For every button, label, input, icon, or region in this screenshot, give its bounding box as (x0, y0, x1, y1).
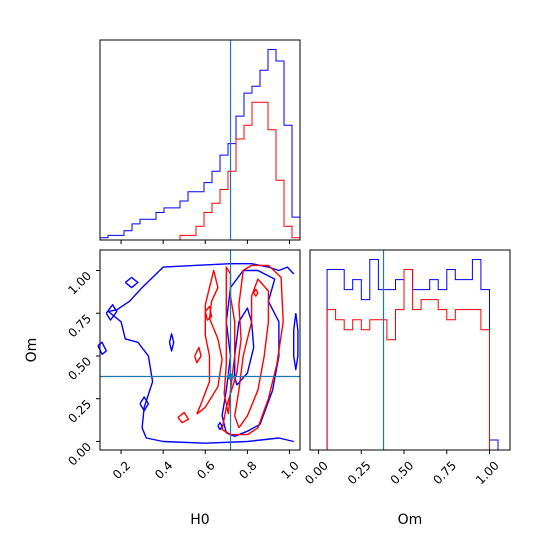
contour-xtick-label-0: 0.2 (110, 458, 133, 481)
hist-om-xtick-label-0: 0.00 (302, 458, 331, 487)
hist-H0-series-0 (99, 49, 301, 240)
contour-blue-3 (234, 307, 255, 386)
contour-red-2 (223, 266, 236, 415)
hist-H0-series-1 (100, 101, 301, 241)
hist-om-xtick-label-2: 0.50 (388, 458, 417, 487)
contour-red-3 (196, 269, 223, 415)
contour-blue-10 (293, 313, 299, 371)
contour-blue-4 (105, 304, 118, 321)
contour-blue-6 (124, 276, 139, 289)
truth-marker (227, 373, 234, 380)
xlabel-om: Om (398, 512, 423, 528)
hist-h0-frame (99, 39, 301, 241)
contour-xtick-label-1: 0.4 (152, 458, 175, 481)
contour-ytick-label-3: 0.75 (65, 311, 94, 340)
contour-blue-9 (217, 421, 223, 431)
hist-om-xtick-label-3: 0.75 (430, 458, 459, 487)
contour-red-0 (221, 264, 284, 436)
hist-om-frame (309, 249, 511, 451)
contour-red-4 (204, 305, 213, 321)
contour-red-7 (253, 288, 259, 297)
contour-ytick-label-4: 1.00 (65, 269, 94, 298)
contour-ytick-label-2: 0.50 (65, 354, 94, 383)
contour-panel: 0.2 0.4 0.6 0.8 1.0 0.00 0.25 0.50 0.75 1.00 H0 O… (24, 249, 302, 528)
contour-red-5 (194, 346, 202, 364)
hist-Om-series-1 (310, 269, 498, 451)
ylabel-om: Om (24, 338, 40, 363)
contour-blue-8 (168, 333, 175, 352)
contour-xtick-label-2: 0.6 (194, 458, 217, 481)
contour-red-6 (177, 411, 190, 424)
hist-om-xtick-label-1: 0.25 (345, 458, 374, 487)
contour-xtick-label-3: 0.8 (236, 458, 259, 481)
contour-xtick-label-4: 1.0 (278, 458, 301, 481)
hist-h0-panel (99, 39, 301, 244)
contour-blue-5 (97, 341, 107, 355)
contour-ytick-label-1: 0.25 (65, 397, 94, 426)
contour-blue-1 (107, 310, 294, 444)
contour-blue-0 (108, 263, 295, 313)
hist-om-xtick-label-4: 1.00 (473, 458, 502, 487)
contour-ytick-label-0: 0.00 (65, 440, 94, 469)
hist-om-panel: 0.00 0.25 0.50 0.75 1.00 Om (302, 249, 511, 528)
contour-blue-7 (139, 396, 150, 412)
contour-red-1 (234, 278, 270, 429)
xlabel-h0: H0 (190, 512, 209, 528)
contour-frame (99, 249, 301, 451)
